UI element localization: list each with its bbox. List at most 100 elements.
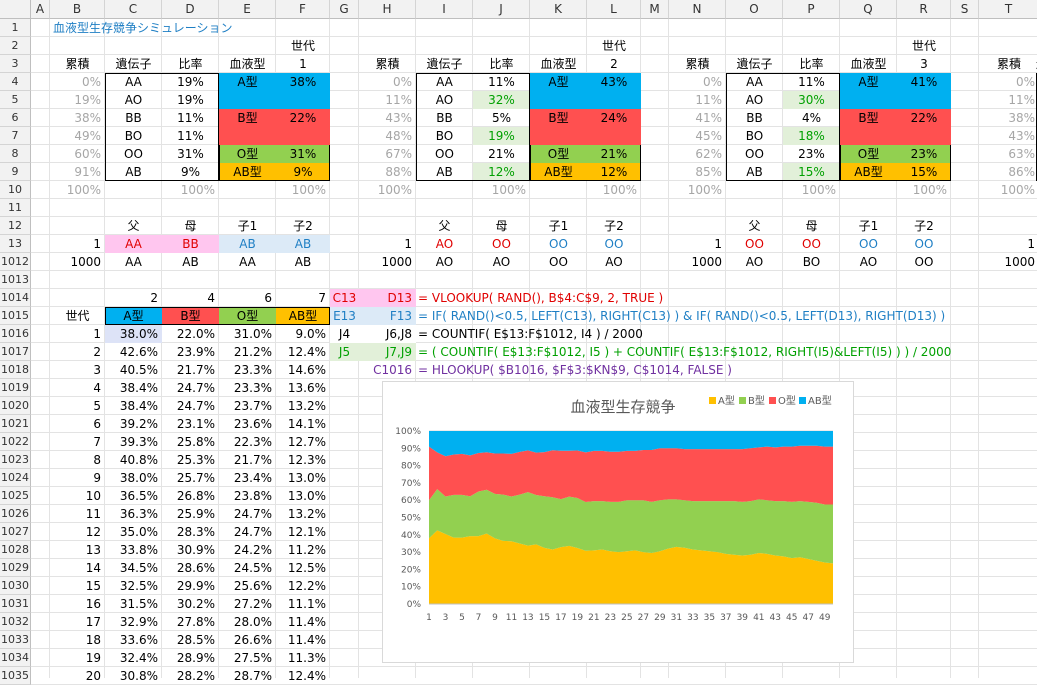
pair-father[interactable]: OO bbox=[745, 237, 764, 251]
history-value[interactable]: 40.5% bbox=[119, 363, 158, 377]
pair-index[interactable]: 1 bbox=[714, 237, 722, 251]
blood-type-pct[interactable]: 31% bbox=[276, 145, 330, 163]
pair-child2[interactable]: AB bbox=[276, 235, 330, 253]
row-header[interactable]: 1028 bbox=[0, 541, 31, 559]
pair-father-last[interactable]: AO bbox=[745, 255, 764, 269]
blood-type-total[interactable]: 100% bbox=[602, 183, 637, 197]
history-generation[interactable]: 15 bbox=[85, 579, 101, 593]
header-ratio[interactable]: 比率 bbox=[178, 57, 203, 71]
history-value[interactable]: 25.3% bbox=[176, 453, 215, 467]
row-header[interactable]: 8 bbox=[0, 145, 31, 163]
history-value[interactable]: 24.7% bbox=[233, 525, 272, 539]
history-value[interactable]: 23.8% bbox=[233, 489, 272, 503]
history-value[interactable]: 12.1% bbox=[287, 525, 326, 539]
formula-text[interactable]: = IF( RAND()<0.5, LEFT(C13), RIGHT(C13) … bbox=[418, 309, 946, 323]
column-header[interactable]: D bbox=[162, 0, 219, 19]
history-generation[interactable]: 18 bbox=[85, 633, 101, 647]
cumulative-value[interactable]: 60% bbox=[74, 147, 101, 161]
blood-type-pct[interactable]: 9% bbox=[276, 163, 330, 181]
formula-text[interactable]: = VLOOKUP( RAND(), B$4:C$9, 2, TRUE ) bbox=[418, 291, 664, 305]
row-header[interactable]: 1021 bbox=[0, 415, 31, 433]
row-header[interactable]: 3 bbox=[0, 55, 31, 73]
header-father[interactable]: 父 bbox=[438, 219, 451, 233]
history-value[interactable]: 24.7% bbox=[176, 399, 215, 413]
pair-mother[interactable]: OO bbox=[492, 237, 511, 251]
cumulative-value[interactable]: 0% bbox=[702, 75, 722, 89]
history-generation[interactable]: 1 bbox=[93, 327, 101, 341]
row-header[interactable]: 1022 bbox=[0, 433, 31, 451]
pair-mother[interactable]: OO bbox=[802, 237, 821, 251]
history-header-a[interactable]: A型 bbox=[105, 307, 162, 325]
gene-cell[interactable]: AB bbox=[746, 165, 763, 179]
pair-father-last[interactable]: AA bbox=[125, 255, 142, 269]
gene-ratio[interactable]: 5% bbox=[491, 111, 512, 125]
history-generation[interactable]: 10 bbox=[85, 489, 101, 503]
formula-ref2[interactable]: D13 bbox=[359, 289, 416, 307]
blood-type-pct[interactable]: 12% bbox=[587, 163, 641, 181]
header-child1[interactable]: 子1 bbox=[858, 219, 879, 233]
history-generation[interactable]: 8 bbox=[93, 453, 101, 467]
gene-ratio[interactable]: 32% bbox=[473, 91, 530, 109]
history-value[interactable]: 39.2% bbox=[119, 417, 158, 431]
history-generation[interactable]: 16 bbox=[85, 597, 101, 611]
history-header-b[interactable]: B型 bbox=[162, 307, 219, 325]
blood-type-name[interactable]: B型 bbox=[219, 109, 276, 145]
row-header[interactable]: 1 bbox=[0, 19, 31, 37]
pair-child1-last[interactable]: AA bbox=[239, 255, 256, 269]
blood-type-pct[interactable]: 23% bbox=[897, 145, 951, 163]
pair-mother-last[interactable]: BO bbox=[802, 255, 821, 269]
blood-type-total[interactable]: 100% bbox=[291, 183, 326, 197]
blood-type-name[interactable]: AB型 bbox=[219, 163, 276, 181]
row-header[interactable]: 1025 bbox=[0, 487, 31, 505]
pair-child2-last[interactable]: AO bbox=[605, 255, 623, 269]
history-value[interactable]: 14.1% bbox=[287, 417, 326, 431]
cumulative-value[interactable]: 88% bbox=[385, 165, 412, 179]
cumulative-value[interactable]: 0% bbox=[392, 75, 412, 89]
history-value[interactable]: 23.1% bbox=[176, 417, 215, 431]
blood-type-pct[interactable]: 22% bbox=[276, 109, 330, 145]
gene-ratio[interactable]: 19% bbox=[473, 127, 530, 145]
history-value[interactable]: 23.3% bbox=[233, 381, 272, 395]
row-header[interactable]: 7 bbox=[0, 127, 31, 145]
history-generation[interactable]: 19 bbox=[85, 651, 101, 665]
row-header[interactable]: 1019 bbox=[0, 379, 31, 397]
pair-child2[interactable]: OO bbox=[604, 237, 624, 251]
blood-type-name[interactable]: O型 bbox=[840, 145, 897, 163]
history-generation[interactable]: 11 bbox=[85, 507, 101, 521]
history-value[interactable]: 9.0% bbox=[295, 327, 327, 341]
history-value[interactable]: 38.4% bbox=[119, 399, 158, 413]
history-header-ab[interactable]: AB型 bbox=[276, 307, 330, 325]
column-header[interactable]: N bbox=[669, 0, 726, 19]
header-father[interactable]: 父 bbox=[127, 219, 140, 233]
blood-type-name[interactable]: AB型 bbox=[840, 163, 897, 181]
history-value[interactable]: 25.7% bbox=[176, 471, 215, 485]
history-value[interactable]: 13.2% bbox=[287, 399, 326, 413]
history-value[interactable]: 24.7% bbox=[233, 507, 272, 521]
row-header[interactable]: 11 bbox=[0, 199, 31, 217]
gene-ratio[interactable]: 18% bbox=[783, 127, 840, 145]
gene-ratio[interactable]: 100% bbox=[491, 183, 526, 197]
cumulative-value[interactable]: 63% bbox=[1008, 147, 1035, 161]
row-header[interactable]: 6 bbox=[0, 109, 31, 127]
history-value[interactable]: 11.3% bbox=[287, 651, 326, 665]
history-value[interactable]: 29.9% bbox=[176, 579, 215, 593]
history-value[interactable]: 33.8% bbox=[119, 543, 158, 557]
blood-type-pct[interactable]: 21% bbox=[587, 145, 641, 163]
header-blood-type[interactable]: 血液型 bbox=[540, 57, 577, 71]
history-value[interactable]: 28.0% bbox=[233, 615, 272, 629]
cumulative-value[interactable]: 86% bbox=[1008, 165, 1035, 179]
cumulative-value[interactable]: 38% bbox=[1008, 111, 1035, 125]
column-header[interactable]: B bbox=[50, 0, 105, 19]
header-cumulative[interactable]: 累積 bbox=[375, 57, 400, 71]
header-blood-type[interactable]: 血液型 bbox=[229, 57, 266, 71]
gene-ratio[interactable]: 9% bbox=[180, 165, 201, 179]
cumulative-value[interactable]: 100% bbox=[66, 183, 101, 197]
blood-type-name[interactable]: O型 bbox=[219, 145, 276, 163]
gene-ratio[interactable]: 15% bbox=[783, 163, 840, 181]
pair-child1[interactable]: OO bbox=[859, 237, 878, 251]
blood-type-name[interactable]: A型 bbox=[219, 73, 276, 109]
lookup-row-index[interactable]: 7 bbox=[318, 291, 326, 305]
row-header[interactable]: 1026 bbox=[0, 505, 31, 523]
row-header[interactable]: 1027 bbox=[0, 523, 31, 541]
history-value[interactable]: 11.4% bbox=[287, 633, 326, 647]
